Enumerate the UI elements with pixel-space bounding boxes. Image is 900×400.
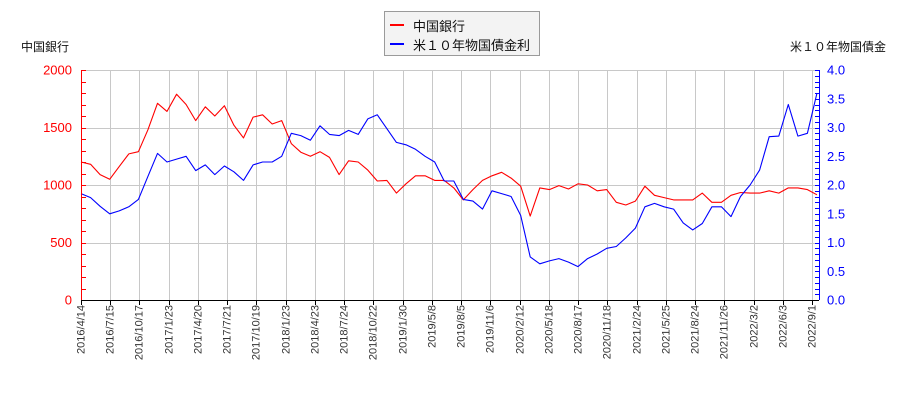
x-tick-label: 2019/8/5: [456, 305, 468, 348]
left-y-tick-label: 1500: [43, 120, 72, 135]
right-y-axis: 0.0 0.5 1.0 1.5 2.0 2.5 3.0 3.5 4.0: [815, 63, 845, 308]
x-tick-label: 2019/11/6: [485, 305, 497, 353]
x-tick-label: 2017/7/21: [222, 305, 234, 354]
x-tick-label: 2016/4/14: [76, 305, 88, 354]
right-y-tick-label: 1.0: [827, 235, 845, 250]
right-y-tick-label: 0.0: [827, 293, 845, 308]
legend-item-china-bank: 中国銀行: [385, 15, 539, 35]
x-tick-label: 2021/8/24: [690, 305, 702, 354]
x-tick-label: 2017/4/20: [193, 305, 205, 354]
legend-item-us-10y-treasury: 米１０年物国債金利: [385, 34, 539, 54]
right-y-tick-label: 0.5: [827, 264, 845, 279]
x-tick-label: 2020/11/18: [602, 305, 614, 359]
right-y-tick-label: 2.5: [827, 149, 845, 164]
left-y-tick-label: 0: [65, 293, 72, 308]
left-y-tick-label: 500: [50, 235, 72, 250]
left-axis-title: 中国銀行: [21, 40, 70, 54]
grid-lines: [81, 70, 819, 300]
legend-swatch-red: [390, 24, 404, 26]
left-y-tick-label: 1000: [43, 178, 72, 193]
right-axis-title: 米１０年物国債金: [789, 40, 886, 54]
x-tick-label: 2022/3/2: [749, 305, 761, 348]
x-tick-label: 2019/5/8: [427, 305, 439, 348]
x-tick-label: 2019/1/30: [398, 305, 410, 354]
x-tick-label: 2017/1/23: [164, 305, 176, 354]
x-tick-label: 2022/9/1: [807, 305, 819, 348]
right-y-tick-label: 1.5: [827, 206, 845, 221]
right-y-tick-label: 3.0: [827, 120, 845, 135]
x-tick-label: 2021/11/26: [719, 305, 731, 359]
x-tick-label: 2018/10/22: [368, 305, 380, 360]
x-tick-label: 2018/7/24: [339, 305, 351, 354]
series-line-us-10y-treasury: [80, 92, 818, 268]
right-y-tick-label: 3.5: [827, 91, 845, 106]
right-y-tick-label: 4.0: [827, 63, 845, 78]
right-y-tick-label: 2.0: [827, 178, 845, 193]
x-tick-label: 2018/1/23: [281, 305, 293, 354]
x-tick-label: 2016/10/17: [134, 305, 146, 360]
x-tick-label: 2020/2/12: [515, 305, 527, 354]
x-tick-label: 2020/5/18: [544, 305, 556, 354]
x-tick-label: 2017/10/19: [251, 305, 263, 360]
x-tick-label: 2021/5/25: [661, 305, 673, 354]
left-y-axis: 0 500 1000 1500 2000: [43, 63, 86, 308]
x-tick-label: 2020/8/17: [573, 305, 585, 354]
x-tick-label: 2018/4/23: [310, 305, 322, 354]
x-axis: 2016/4/14 2016/7/15 2016/10/17 2017/1/23 201…: [76, 300, 819, 360]
x-tick-label: 2021/2/24: [632, 305, 644, 354]
x-tick-label: 2016/7/15: [105, 305, 117, 354]
series-line-china-bank: [80, 93, 818, 217]
legend-label: 中国銀行: [413, 20, 466, 35]
chart-legend: 中国銀行 米１０年物国債金利: [384, 11, 540, 56]
x-tick-label: 2022/6/3: [778, 305, 790, 348]
legend-label: 米１０年物国債金利: [413, 39, 531, 54]
legend-swatch-blue: [390, 43, 404, 45]
left-y-tick-label: 2000: [43, 63, 72, 78]
